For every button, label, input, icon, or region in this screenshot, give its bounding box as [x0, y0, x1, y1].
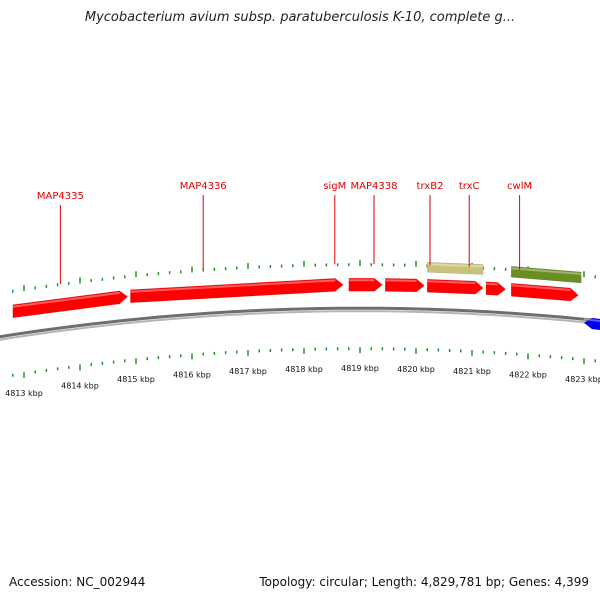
gene-label[interactable]: MAP4338 — [351, 181, 398, 192]
genome-title: Mycobacterium avium subsp. paratuberculo… — [84, 10, 516, 25]
feature-highlight — [583, 318, 600, 322]
feature-highlight — [12, 291, 120, 308]
axis-tick-label: 4813 kbp — [5, 389, 43, 398]
bottom-tick-row — [12, 347, 596, 379]
axis-label-row: 4813 kbp 4814 kbp 4815 kbp 4816 kbp 4817 kbp… — [5, 364, 600, 398]
gene-label[interactable]: trxB2 — [417, 181, 444, 192]
gene-arrow[interactable] — [426, 278, 484, 295]
gene-arrow[interactable] — [348, 277, 383, 292]
gene-arrow[interactable] — [485, 281, 507, 296]
accession-text: Accession: NC_002944 — [9, 575, 146, 589]
feature-highlight — [511, 284, 571, 291]
gene-label[interactable]: MAP4335 — [37, 191, 84, 202]
feature-highlight — [130, 279, 336, 293]
gene-arrow[interactable] — [384, 278, 425, 293]
gene-label[interactable]: sigM — [323, 181, 346, 192]
gene-label-layer: MAP4335 MAP4336 sigM MAP4338 trxB2 trxC cwlM — [37, 181, 532, 284]
axis-tick-label: 4819 kbp — [341, 364, 379, 373]
backbone-inner-line — [0, 310, 600, 341]
gene-label[interactable]: trxC — [459, 181, 480, 192]
feature-highlight — [427, 280, 476, 285]
gene-arrow[interactable] — [12, 290, 129, 319]
axis-tick-label: 4815 kbp — [117, 375, 155, 384]
gene-arrow[interactable] — [583, 317, 600, 334]
topology-text: Topology: circular; Length: 4,829,781 bp… — [259, 575, 589, 589]
feature-highlight — [427, 263, 484, 268]
axis-tick-label: 4814 kbp — [61, 381, 99, 390]
axis-tick-label: 4821 kbp — [453, 367, 491, 376]
axis-tick-label: 4816 kbp — [173, 370, 211, 379]
axis-tick-label: 4817 kbp — [229, 367, 267, 376]
axis-tick-label: 4823 kbp — [565, 375, 600, 384]
gene-label[interactable]: MAP4336 — [180, 181, 227, 192]
axis-tick-label: 4818 kbp — [285, 365, 323, 374]
axis-tick-label: 4820 kbp — [397, 365, 435, 374]
genome-backbone — [0, 306, 600, 341]
feature-highlight — [511, 267, 582, 275]
regulatory-feature[interactable] — [510, 265, 582, 284]
backbone-outer-line — [0, 306, 600, 339]
feature-highlight — [485, 282, 498, 286]
gene-label[interactable]: cwlM — [507, 181, 532, 192]
feature-track — [12, 261, 600, 334]
feature-highlight — [385, 279, 417, 282]
gene-arrow[interactable] — [130, 278, 344, 304]
axis-tick-label: 4822 kbp — [509, 370, 547, 379]
gene-arrow[interactable] — [510, 282, 579, 302]
